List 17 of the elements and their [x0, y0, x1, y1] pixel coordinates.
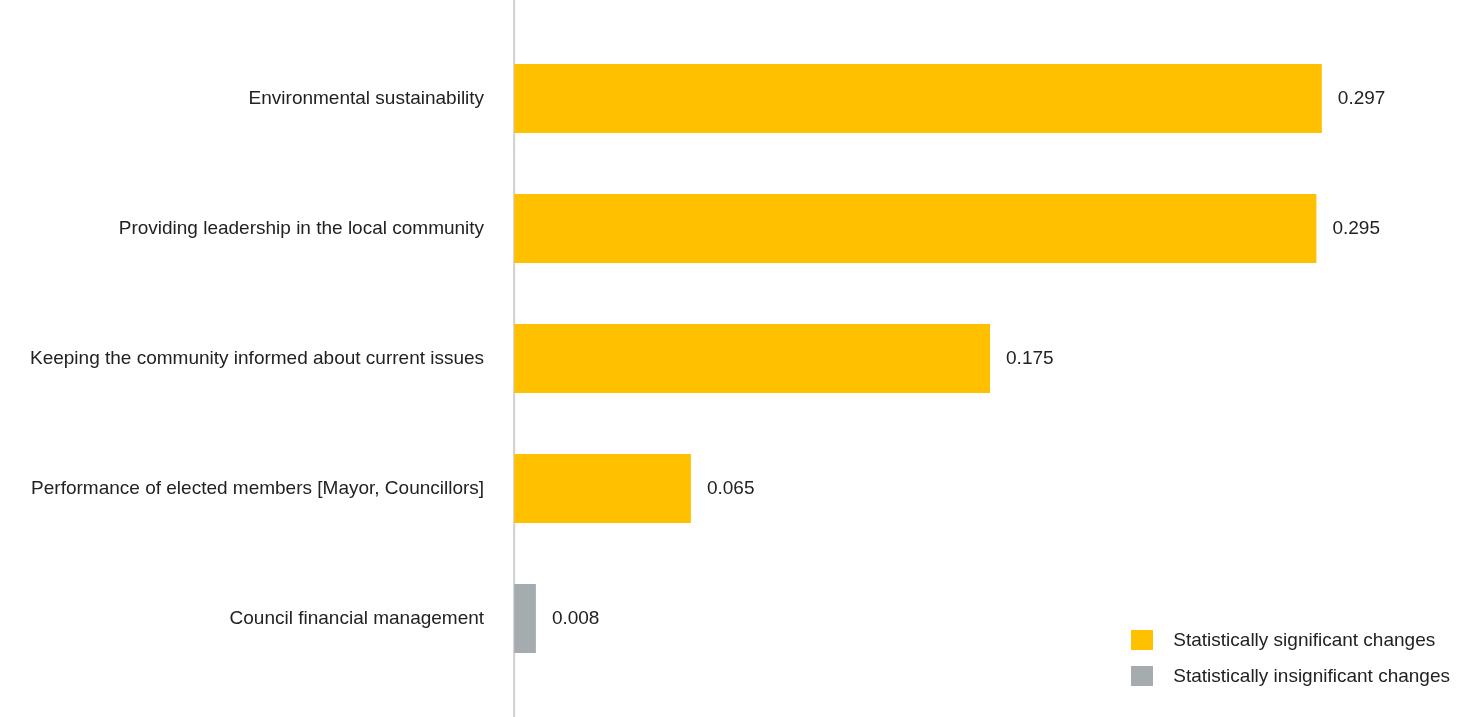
y-tick-label: Keeping the community informed about current issues — [29, 346, 485, 368]
bar — [514, 194, 1317, 263]
bar — [514, 324, 991, 393]
bar — [514, 584, 536, 654]
y-tick-label: Environmental sustainability — [248, 86, 485, 108]
y-tick-label: Performance of elected members [Mayor, Councillors] — [31, 476, 485, 498]
y-tick-label: Providing leadership in the local community — [118, 216, 485, 238]
data-label: 0.065 — [706, 476, 755, 498]
bar — [514, 454, 691, 523]
data-label: 0.175 — [1006, 346, 1054, 368]
y-tick-label: Council financial management — [229, 606, 485, 628]
legend-label: Statistically significant changes — [1173, 629, 1436, 651]
legend-label: Statistically insignificant changes — [1173, 665, 1450, 687]
data-label: 0.295 — [1332, 216, 1380, 238]
data-label: 0.297 — [1337, 86, 1386, 108]
data-label: 0.008 — [551, 606, 600, 628]
bar — [514, 63, 1322, 133]
